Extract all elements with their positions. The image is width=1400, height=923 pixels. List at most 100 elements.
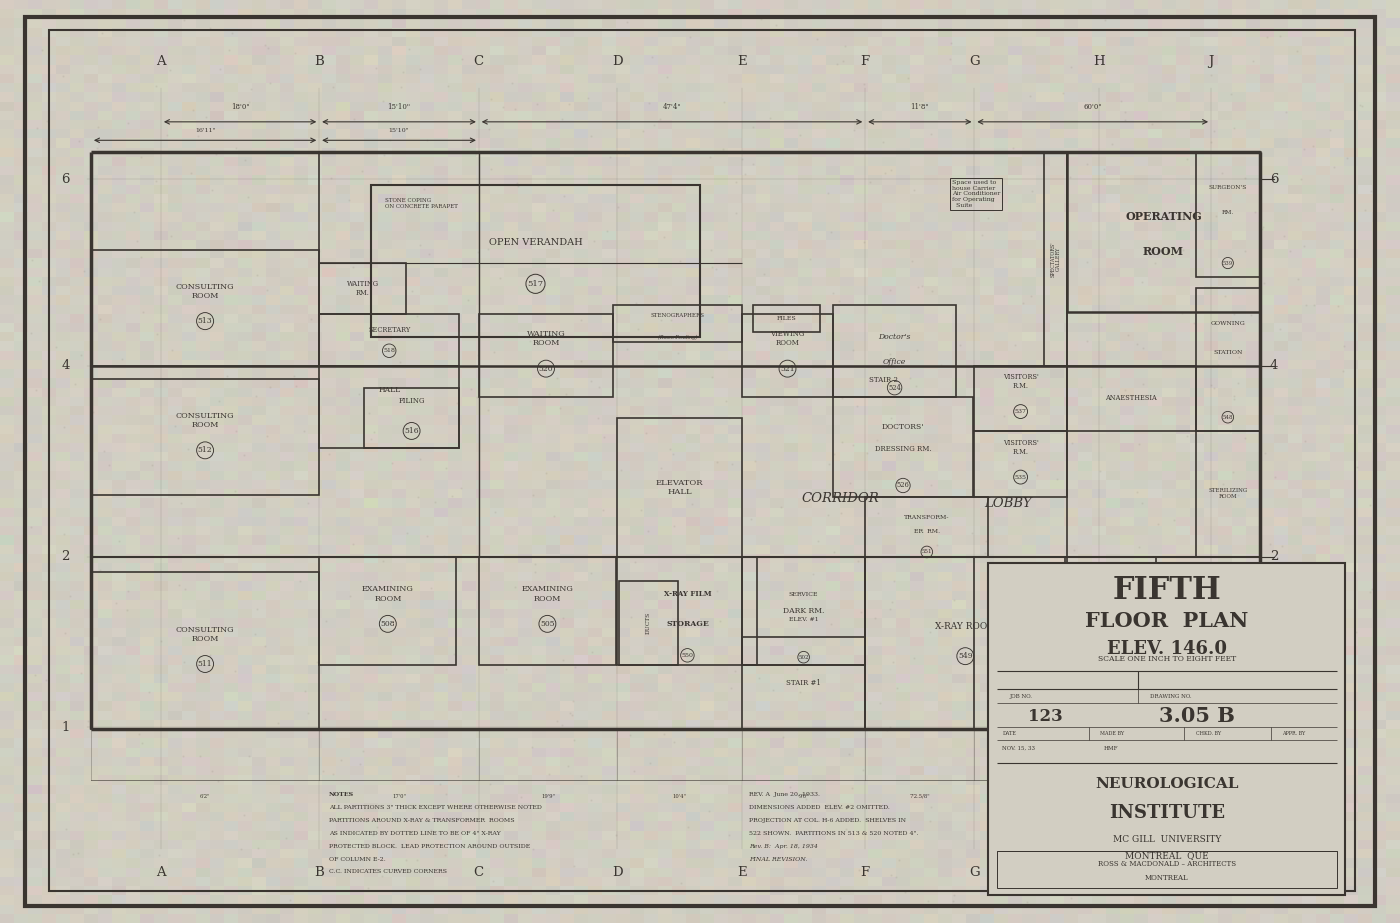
Point xyxy=(319,171,342,186)
Text: ENCEPHALOGRAPHY: ENCEPHALOGRAPHY xyxy=(1022,622,1109,630)
Point xyxy=(480,162,503,176)
Point xyxy=(1233,244,1256,258)
Text: H: H xyxy=(1093,55,1105,68)
Bar xyxy=(364,388,459,448)
Text: 19'9": 19'9" xyxy=(542,794,554,798)
Bar xyxy=(479,557,616,665)
Point xyxy=(315,614,337,629)
Point xyxy=(1222,391,1245,406)
Point xyxy=(550,112,573,126)
Point xyxy=(637,523,659,538)
Text: 15'10": 15'10" xyxy=(389,128,409,133)
Point xyxy=(420,822,442,837)
Point xyxy=(1354,202,1376,217)
Point xyxy=(1144,256,1166,270)
Point xyxy=(504,580,526,594)
Point xyxy=(1260,702,1282,717)
Point xyxy=(903,651,925,665)
Point xyxy=(130,150,153,164)
Point xyxy=(244,627,266,641)
Point xyxy=(1183,316,1205,330)
Point xyxy=(53,626,76,641)
Point xyxy=(721,456,743,471)
Point xyxy=(888,853,910,868)
Point xyxy=(832,435,854,450)
Point xyxy=(820,224,843,239)
Point xyxy=(753,266,776,281)
Point xyxy=(466,245,489,259)
Point xyxy=(246,840,269,855)
Text: APPR. BY: APPR. BY xyxy=(1282,731,1306,737)
Text: E: E xyxy=(738,866,746,879)
Bar xyxy=(371,185,700,337)
Point xyxy=(853,762,875,777)
Text: 6'2": 6'2" xyxy=(200,794,210,798)
Point xyxy=(217,43,239,58)
Point xyxy=(1327,299,1350,314)
Point xyxy=(650,112,672,126)
Point xyxy=(993,408,1015,423)
Point xyxy=(98,458,120,473)
Text: (Room Pending): (Room Pending) xyxy=(658,334,697,340)
Point xyxy=(1302,138,1324,153)
Point xyxy=(1243,205,1266,220)
Point xyxy=(406,853,428,868)
Point xyxy=(1233,431,1256,446)
Point xyxy=(671,876,693,891)
Point xyxy=(1049,812,1071,827)
Point xyxy=(482,873,504,888)
Point xyxy=(580,793,602,808)
Point xyxy=(1197,591,1219,605)
Text: LOBBY: LOBBY xyxy=(984,497,1032,509)
Point xyxy=(1348,97,1371,112)
Point xyxy=(827,294,850,308)
Bar xyxy=(753,305,820,332)
Point xyxy=(389,354,412,369)
Point xyxy=(1176,151,1198,166)
Point xyxy=(45,340,67,354)
Point xyxy=(878,720,900,735)
Point xyxy=(339,193,361,208)
Text: C: C xyxy=(473,55,484,68)
Text: 9'0": 9'0" xyxy=(798,794,809,798)
Point xyxy=(1176,428,1198,443)
Text: 2: 2 xyxy=(1270,550,1278,563)
Point xyxy=(85,140,108,155)
Bar xyxy=(613,305,742,342)
Point xyxy=(53,420,76,435)
Text: G: G xyxy=(969,55,980,68)
Point xyxy=(161,342,183,357)
Text: OF COLUMN E-2.: OF COLUMN E-2. xyxy=(329,857,386,861)
Bar xyxy=(617,557,757,665)
Text: 10'4": 10'4" xyxy=(673,794,686,798)
Text: ELEV. #1: ELEV. #1 xyxy=(788,617,819,622)
Point xyxy=(70,348,92,363)
Point xyxy=(209,62,231,77)
Point xyxy=(245,389,267,403)
Point xyxy=(605,828,627,843)
Point xyxy=(609,463,631,478)
Point xyxy=(850,605,872,619)
Point xyxy=(1089,464,1112,479)
Point xyxy=(1303,297,1326,312)
Point xyxy=(447,769,469,784)
Point xyxy=(451,52,473,66)
Point xyxy=(24,667,46,682)
Point xyxy=(1128,437,1151,451)
Point xyxy=(848,863,871,878)
Point xyxy=(1294,434,1316,449)
Point xyxy=(920,800,942,815)
Point xyxy=(67,134,90,149)
Point xyxy=(307,654,329,669)
Point xyxy=(363,425,385,439)
Bar xyxy=(1196,431,1260,557)
Point xyxy=(349,387,371,402)
Point xyxy=(53,526,76,541)
Point xyxy=(160,228,182,243)
Text: STATION: STATION xyxy=(1214,350,1242,354)
Point xyxy=(279,893,301,907)
Point xyxy=(1117,328,1140,342)
Point xyxy=(294,683,316,698)
Point xyxy=(853,77,875,91)
Point xyxy=(801,567,823,581)
